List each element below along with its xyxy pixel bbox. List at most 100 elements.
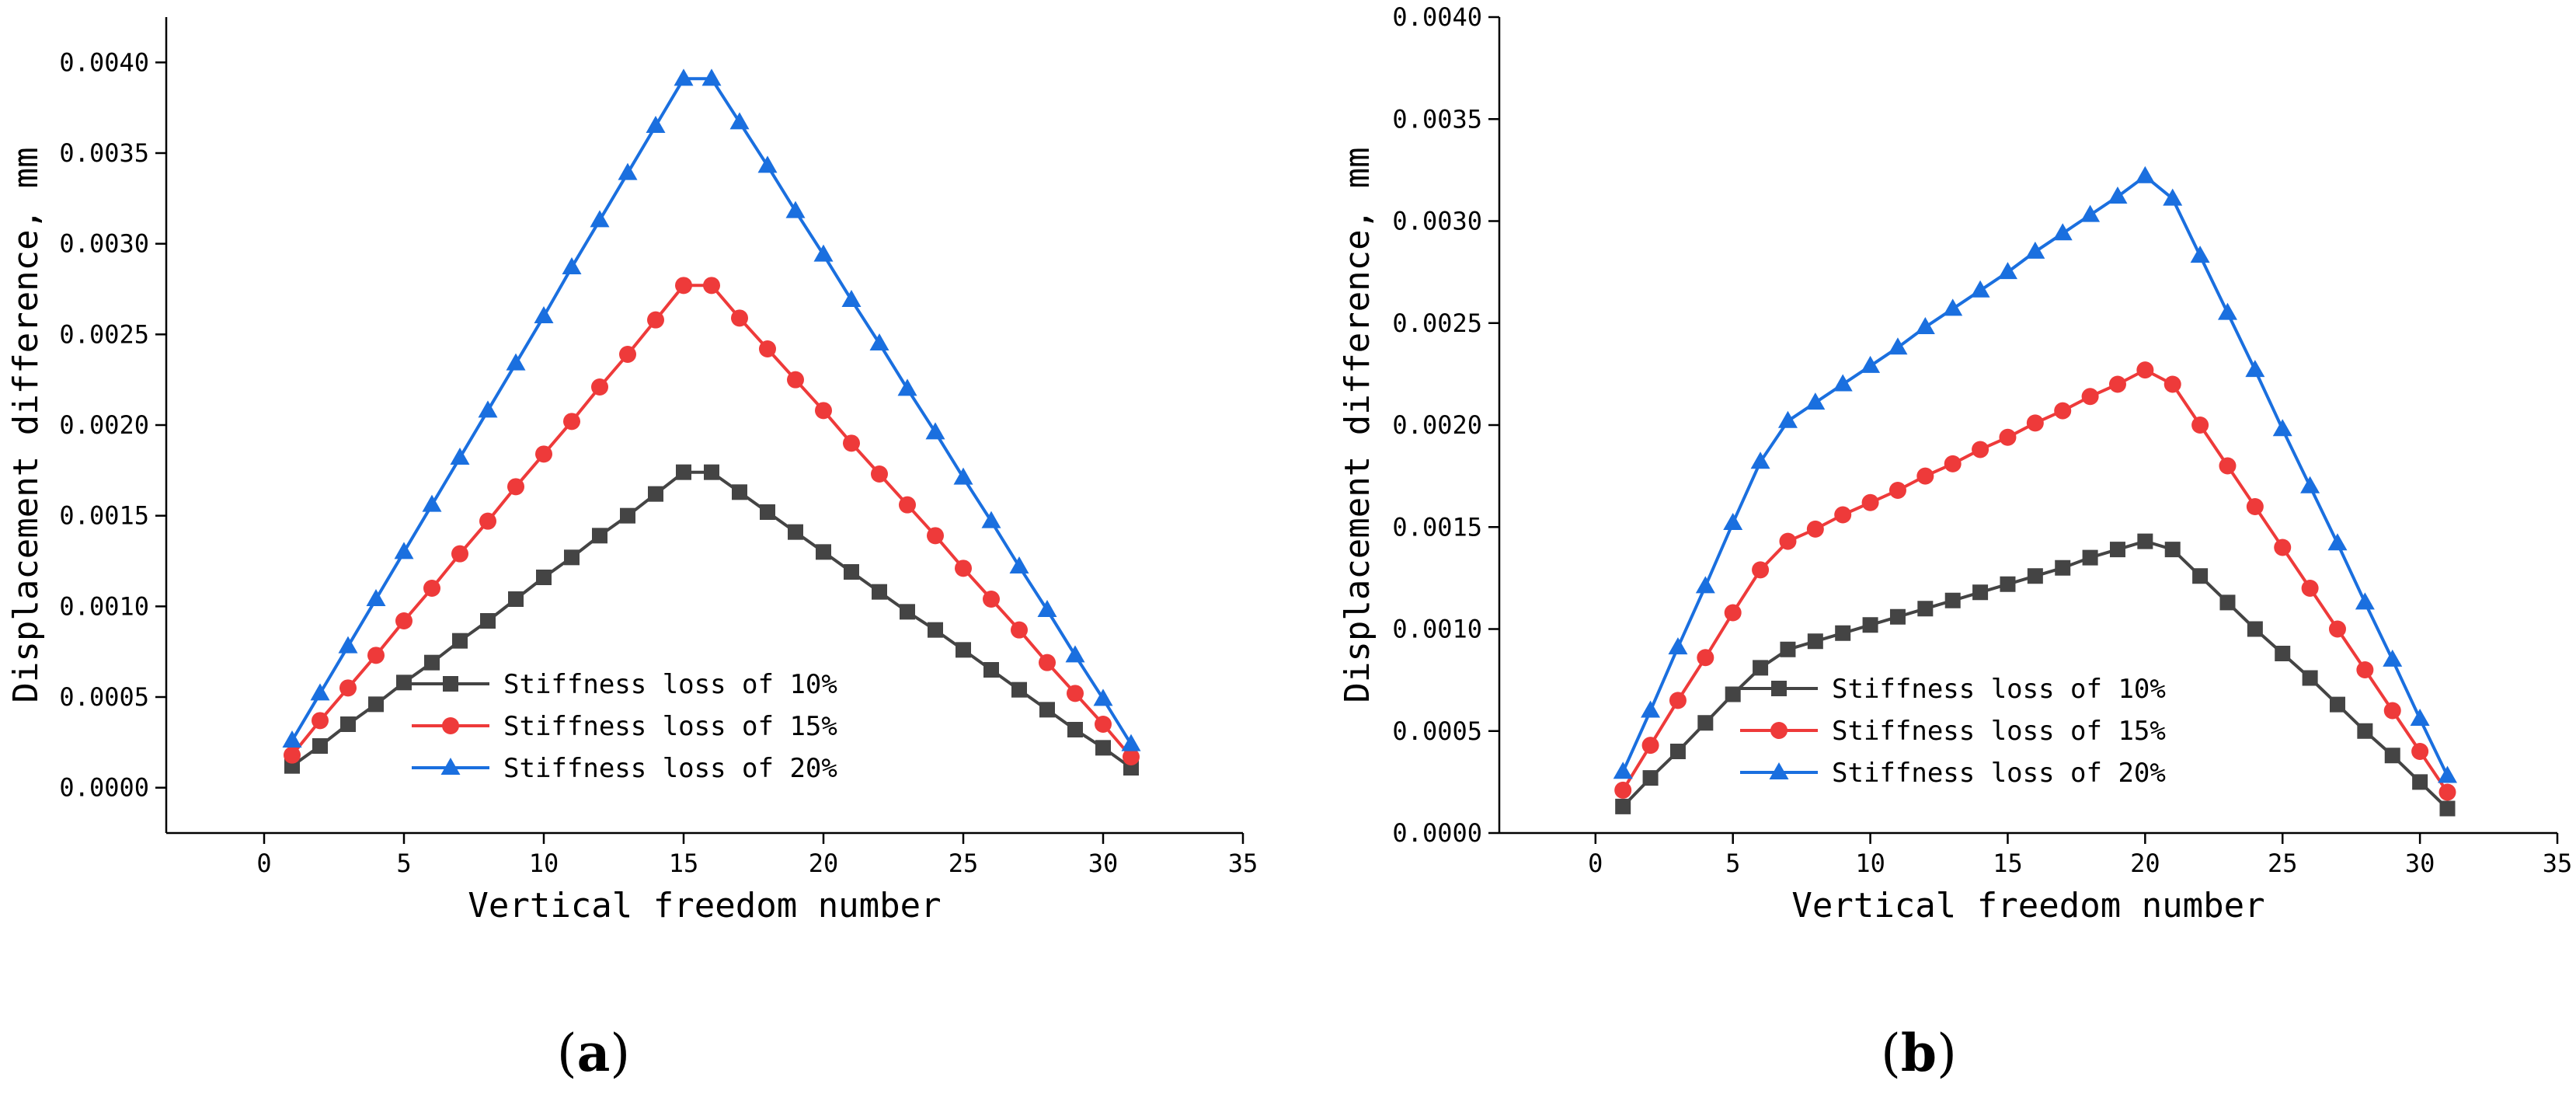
x-tick-label: 5 bbox=[1725, 849, 1740, 878]
data-point bbox=[1669, 692, 1687, 709]
x-tick-label: 15 bbox=[669, 849, 699, 878]
data-point bbox=[844, 564, 859, 580]
data-point bbox=[787, 371, 804, 389]
data-point bbox=[1724, 604, 1742, 622]
data-point bbox=[1943, 298, 1963, 316]
legend-marker bbox=[442, 717, 459, 734]
data-point bbox=[508, 591, 524, 607]
data-point bbox=[897, 378, 917, 396]
data-point bbox=[368, 696, 384, 713]
legend-item: Stiffness loss of 20% bbox=[412, 753, 837, 784]
data-point bbox=[813, 244, 834, 262]
data-point bbox=[450, 448, 470, 465]
data-point bbox=[785, 200, 806, 218]
y-tick-label: 0.0000 bbox=[59, 773, 149, 803]
data-point bbox=[2217, 302, 2237, 320]
data-point bbox=[981, 511, 1001, 528]
data-point bbox=[338, 636, 358, 654]
x-axis-title: Vertical freedom number bbox=[468, 886, 941, 925]
data-point bbox=[1888, 482, 1906, 499]
data-point bbox=[1723, 513, 1743, 530]
legend-label: Stiffness loss of 20% bbox=[503, 753, 837, 784]
legend: Stiffness loss of 10% Stiffness loss of 1… bbox=[412, 669, 837, 784]
data-point bbox=[2438, 783, 2456, 801]
data-point bbox=[841, 290, 862, 307]
x-tick-label: 0 bbox=[1588, 849, 1603, 878]
data-point bbox=[2108, 375, 2126, 393]
data-point bbox=[2411, 743, 2429, 760]
data-point bbox=[1123, 748, 1140, 765]
data-point bbox=[676, 464, 691, 480]
data-point bbox=[704, 464, 719, 480]
data-point bbox=[1861, 355, 1881, 373]
data-point bbox=[1917, 601, 1934, 617]
data-point bbox=[1067, 722, 1083, 737]
data-point bbox=[1009, 556, 1029, 573]
x-tick-label: 20 bbox=[809, 849, 839, 878]
y-tick-label: 0.0030 bbox=[59, 229, 149, 259]
data-point bbox=[340, 716, 356, 732]
data-point bbox=[1093, 688, 1113, 706]
data-point bbox=[899, 496, 916, 514]
data-point bbox=[620, 507, 635, 524]
data-point bbox=[2327, 533, 2348, 551]
x-tick-label: 35 bbox=[2543, 849, 2573, 878]
data-point bbox=[310, 683, 330, 701]
data-point bbox=[955, 559, 972, 577]
data-point bbox=[2026, 414, 2044, 432]
x-tick-label: 15 bbox=[1993, 849, 2023, 878]
data-point bbox=[506, 353, 526, 371]
data-point bbox=[562, 257, 582, 274]
data-point bbox=[2025, 241, 2045, 259]
data-point bbox=[2439, 800, 2456, 817]
data-point bbox=[1834, 506, 1852, 524]
panel-label: (a) bbox=[557, 1023, 630, 1083]
data-point bbox=[757, 155, 778, 173]
legend-label: Stiffness loss of 15% bbox=[1832, 716, 2166, 747]
legend-marker bbox=[1770, 722, 1788, 739]
data-point bbox=[2329, 696, 2345, 713]
y-tick-label: 0.0020 bbox=[59, 410, 149, 440]
y-axis-title: Displacement difference, mm bbox=[6, 147, 46, 702]
legend-marker bbox=[440, 758, 461, 775]
data-point bbox=[396, 674, 412, 691]
data-point bbox=[1067, 685, 1084, 702]
data-point bbox=[394, 542, 414, 559]
data-point bbox=[1805, 392, 1826, 410]
data-point bbox=[701, 68, 722, 86]
data-point bbox=[480, 613, 496, 629]
data-point bbox=[2245, 360, 2265, 378]
x-tick-label: 5 bbox=[396, 849, 411, 878]
data-point bbox=[1861, 493, 1879, 511]
data-point bbox=[1777, 410, 1798, 428]
data-point bbox=[479, 512, 496, 530]
data-point bbox=[1695, 576, 1715, 594]
data-point bbox=[2300, 476, 2320, 493]
data-point bbox=[2328, 620, 2346, 638]
data-point bbox=[2027, 568, 2043, 584]
data-point bbox=[535, 445, 552, 463]
data-point bbox=[646, 116, 666, 133]
legend-marker bbox=[1769, 762, 1789, 779]
data-point bbox=[2355, 592, 2375, 610]
data-point bbox=[2384, 748, 2400, 764]
data-point bbox=[2356, 661, 2374, 678]
data-point bbox=[1999, 428, 2017, 446]
data-point bbox=[1641, 737, 1659, 755]
data-point bbox=[760, 504, 775, 520]
data-point bbox=[788, 524, 803, 540]
data-point bbox=[1613, 762, 1633, 779]
data-point bbox=[871, 465, 888, 483]
data-point bbox=[282, 730, 302, 748]
data-point bbox=[983, 662, 999, 678]
legend-item: Stiffness loss of 10% bbox=[412, 669, 837, 700]
data-point bbox=[759, 340, 776, 357]
data-point bbox=[2192, 568, 2209, 584]
data-point bbox=[1779, 532, 1797, 550]
series-1 bbox=[284, 464, 1139, 776]
data-point bbox=[367, 647, 385, 664]
data-point bbox=[2275, 646, 2291, 661]
data-point bbox=[1641, 700, 1661, 718]
y-tick-label: 0.0040 bbox=[1392, 2, 1482, 32]
